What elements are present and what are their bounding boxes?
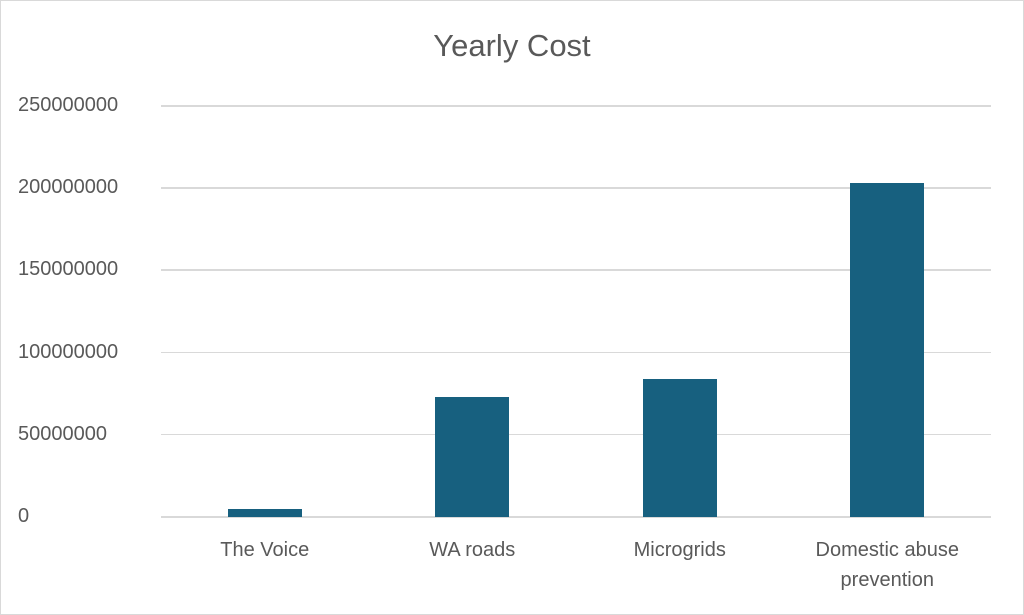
y-tick-label: 50000000	[18, 422, 107, 445]
y-tick-label: 250000000	[18, 94, 119, 116]
bar	[227, 508, 302, 517]
gridline	[161, 269, 991, 271]
y-tick-label: 0	[18, 505, 30, 527]
y-tick-label: 100000000	[18, 340, 119, 363]
y-tick-label: 200000000	[18, 176, 119, 199]
y-tick-label: 150000000	[18, 258, 119, 281]
gridline	[161, 351, 991, 354]
gridline	[161, 105, 991, 107]
x-category-label: The Voice	[220, 539, 310, 561]
gridline	[161, 516, 991, 518]
bar	[642, 378, 717, 517]
x-category-label: WA roads	[429, 539, 516, 561]
bar	[435, 396, 510, 517]
bar	[850, 183, 925, 517]
gridline	[161, 433, 991, 436]
gridline	[161, 187, 991, 189]
chart-title: Yearly Cost	[433, 28, 591, 63]
x-category-label: Domestic abuse prevention	[815, 539, 959, 591]
x-category-label: Microgrids	[633, 539, 726, 561]
